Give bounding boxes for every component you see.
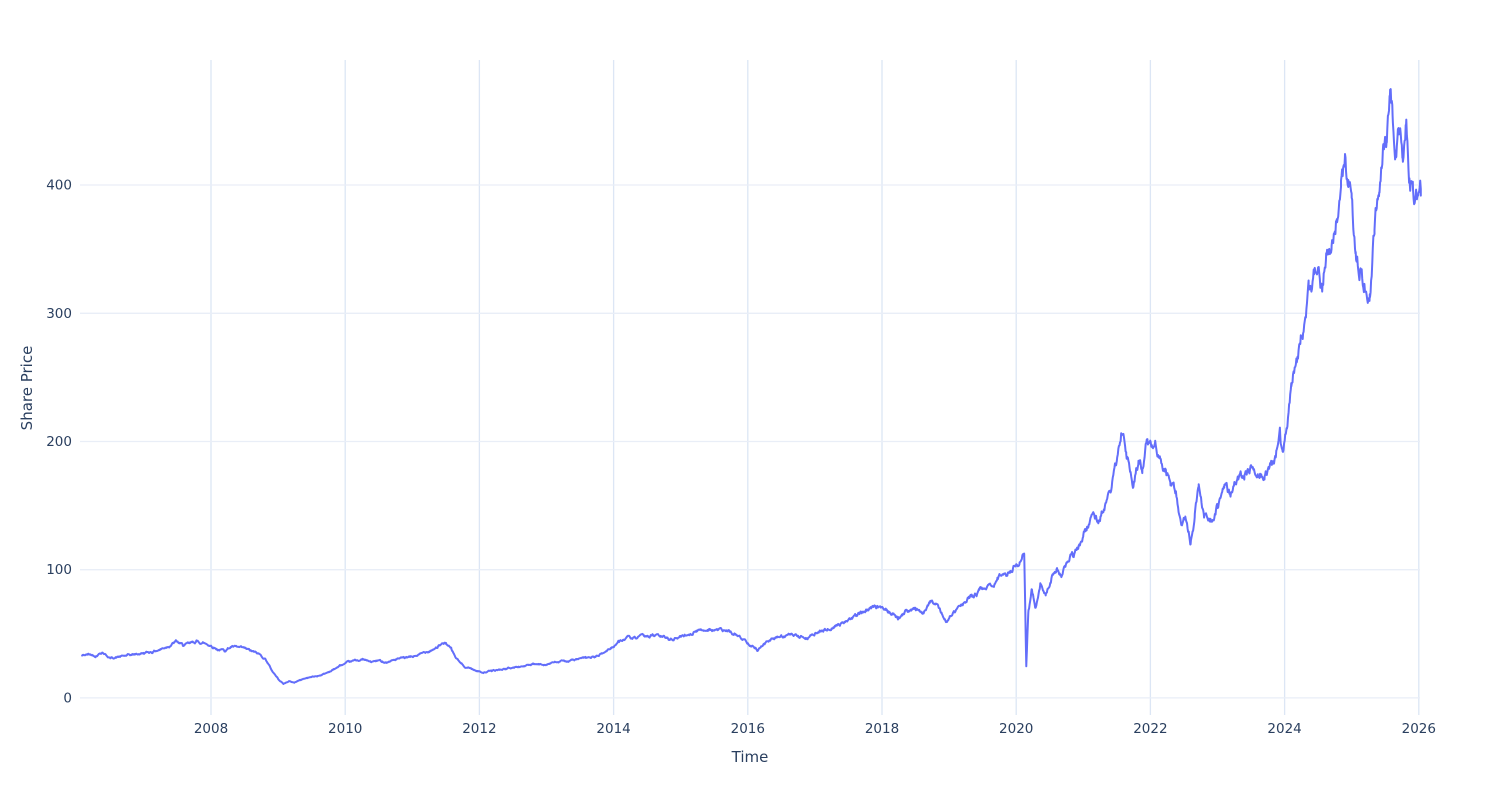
x-tick-label: 2016 (731, 721, 765, 737)
y-tick-label: 300 (46, 306, 72, 322)
x-tick-label: 2008 (194, 721, 228, 737)
x-tick-label: 2010 (328, 721, 362, 737)
x-tick-label: 2026 (1402, 721, 1436, 737)
share-price-line (81, 88, 1422, 685)
x-tick-label: 2022 (1133, 721, 1167, 737)
y-tick-label: 100 (46, 562, 72, 578)
x-tick-label: 2014 (596, 721, 630, 737)
tick-labels: 2008 2010 2012 2014 2016 2018 2020 2022 2024 2026… (46, 178, 1436, 738)
x-tick-label: 2018 (865, 721, 899, 737)
gridlines (80, 60, 1420, 715)
y-tick-label: 200 (46, 434, 72, 450)
x-axis-title: Time (731, 748, 769, 766)
x-tick-label: 2020 (999, 721, 1033, 737)
x-tick-label: 2012 (462, 721, 496, 737)
y-tick-label: 400 (46, 178, 72, 194)
y-axis-title: Share Price (18, 345, 36, 431)
x-tick-label: 2024 (1267, 721, 1301, 737)
y-tick-label: 0 (63, 690, 72, 706)
